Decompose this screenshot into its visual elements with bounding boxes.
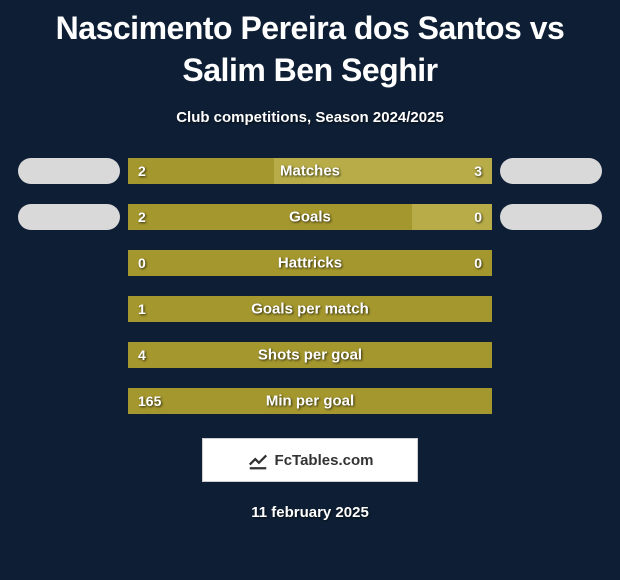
stat-row-hattricks: 0 Hattricks 0 <box>10 248 610 278</box>
stat-value-right: 0 <box>474 255 482 271</box>
stat-row-spg: 4 Shots per goal <box>10 340 610 370</box>
stat-value-left: 165 <box>138 393 161 409</box>
stat-label: Hattricks <box>278 255 342 272</box>
stat-value-left: 1 <box>138 301 146 317</box>
stats-area: 2 Matches 3 2 Goals 0 0 Hattricks 0 <box>0 156 620 416</box>
stat-bar: 4 Shots per goal <box>128 342 492 368</box>
pill-slot-right <box>492 158 610 184</box>
pill-slot-right <box>492 204 610 230</box>
stat-value-right: 3 <box>474 163 482 179</box>
player-pill-right <box>500 158 602 184</box>
stat-row-goals: 2 Goals 0 <box>10 202 610 232</box>
page-title: Nascimento Pereira dos Santos vs Salim B… <box>0 0 620 91</box>
stat-label: Min per goal <box>266 393 354 410</box>
stat-value-left: 2 <box>138 163 146 179</box>
stat-bar: 2 Goals 0 <box>128 204 492 230</box>
pill-slot-left <box>10 158 128 184</box>
stat-bar: 1 Goals per match <box>128 296 492 322</box>
stat-bar: 165 Min per goal <box>128 388 492 414</box>
player-pill-right <box>500 204 602 230</box>
stat-row-matches: 2 Matches 3 <box>10 156 610 186</box>
player-pill-left <box>18 204 120 230</box>
bar-left <box>128 158 274 184</box>
stat-label: Goals <box>289 209 331 226</box>
pill-slot-left <box>10 204 128 230</box>
stat-label: Shots per goal <box>258 347 362 364</box>
brand-badge[interactable]: FcTables.com <box>202 438 418 482</box>
page-date: 11 february 2025 <box>0 504 620 521</box>
brand-text: FcTables.com <box>275 452 374 469</box>
stat-value-left: 4 <box>138 347 146 363</box>
stat-value-left: 0 <box>138 255 146 271</box>
bar-left <box>128 204 412 230</box>
stat-bar: 0 Hattricks 0 <box>128 250 492 276</box>
chart-icon <box>247 449 269 471</box>
subtitle: Club competitions, Season 2024/2025 <box>0 109 620 126</box>
stat-row-gpm: 1 Goals per match <box>10 294 610 324</box>
stat-row-mpg: 165 Min per goal <box>10 386 610 416</box>
stat-label: Matches <box>280 163 340 180</box>
player-pill-left <box>18 158 120 184</box>
stat-label: Goals per match <box>251 301 369 318</box>
stat-value-right: 0 <box>474 209 482 225</box>
stat-bar: 2 Matches 3 <box>128 158 492 184</box>
stat-value-left: 2 <box>138 209 146 225</box>
